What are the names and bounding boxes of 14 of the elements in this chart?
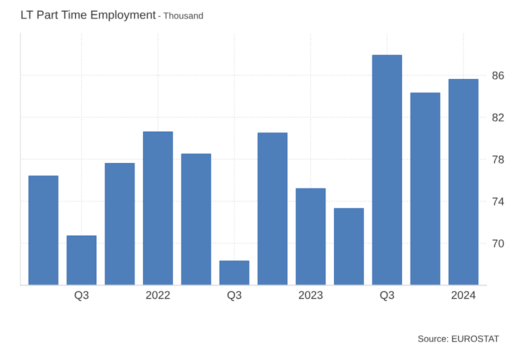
y-tick-label: 74: [492, 198, 504, 206]
x-tick-label: Q3: [380, 291, 394, 301]
y-tick-label: 78: [492, 156, 504, 164]
y-tick-label: 86: [492, 72, 504, 80]
x-tick-label: 2024: [452, 291, 476, 299]
x-tick-label: Q3: [227, 291, 242, 301]
chart-title: LT Part Time Employment: [21, 10, 156, 22]
x-tick-label: 2022: [146, 291, 170, 299]
x-tick-label: 2023: [298, 291, 323, 299]
y-tick-label: 82: [492, 114, 504, 122]
source-note: Source: EUROSTAT: [418, 336, 499, 342]
x-tick-label: Q3: [74, 291, 89, 301]
chart-subtitle: - Thousand: [158, 12, 203, 19]
y-tick-label: 70: [492, 240, 504, 248]
